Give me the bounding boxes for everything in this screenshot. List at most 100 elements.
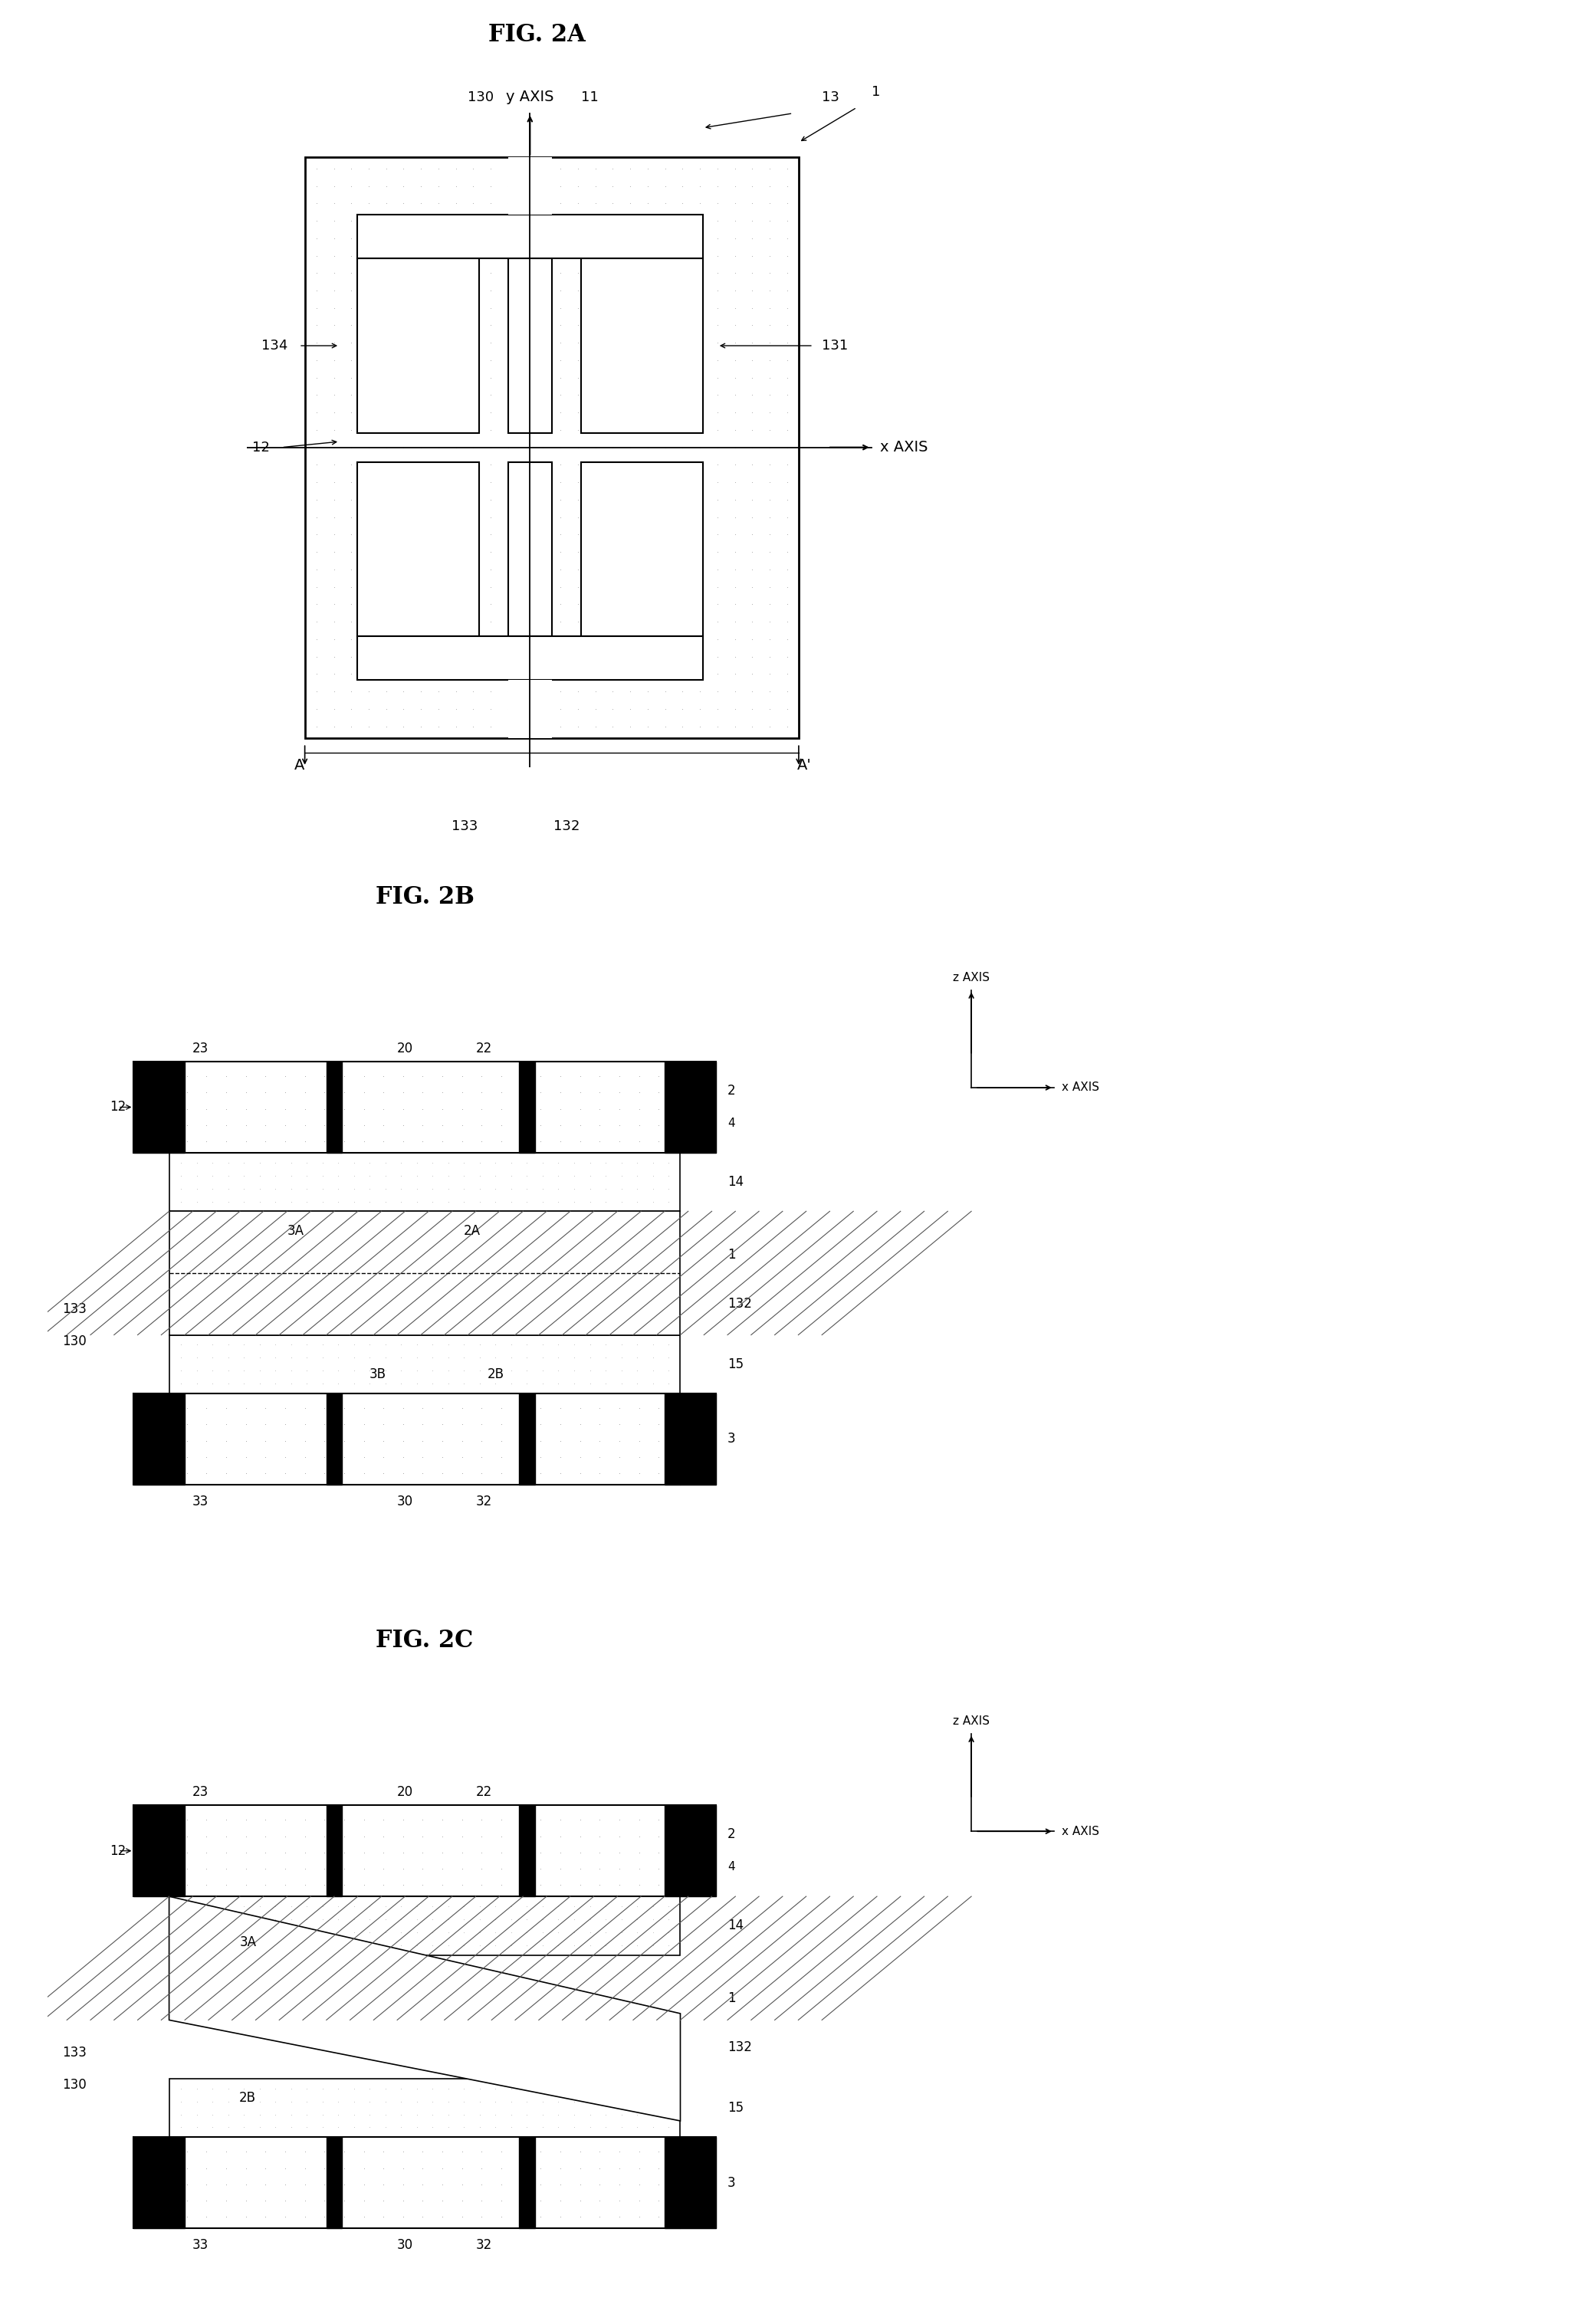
Point	[546, 1364, 571, 1401]
Point	[404, 2071, 429, 2108]
Point	[640, 1353, 665, 1390]
Point	[529, 1422, 554, 1459]
Point	[547, 1422, 573, 1459]
Point	[568, 1817, 593, 1855]
Point	[739, 325, 764, 363]
Point	[310, 1353, 335, 1390]
Point	[338, 428, 363, 465]
Point	[426, 535, 451, 572]
Point	[635, 465, 661, 502]
Point	[618, 272, 643, 309]
Point	[420, 1353, 445, 1390]
Point	[310, 1183, 335, 1220]
Text: 134: 134	[261, 339, 288, 353]
Point	[469, 1439, 494, 1476]
Point	[593, 1339, 618, 1376]
Point	[293, 1455, 318, 1492]
Point	[478, 393, 503, 432]
Point	[135, 1439, 160, 1476]
Point	[607, 2150, 632, 2187]
Point	[687, 535, 713, 572]
Point	[640, 1887, 665, 1924]
Point	[568, 2150, 593, 2187]
Point	[478, 500, 503, 537]
Point	[565, 151, 590, 188]
Point	[231, 1339, 256, 1376]
Point	[635, 446, 661, 483]
Point	[483, 2108, 508, 2145]
Point	[392, 202, 417, 239]
Point	[607, 1090, 632, 1127]
Point	[607, 2182, 632, 2219]
Text: z AXIS: z AXIS	[953, 971, 989, 983]
Point	[451, 2096, 477, 2133]
Point	[739, 602, 764, 639]
Point	[409, 465, 434, 502]
Point	[214, 1074, 239, 1111]
Point	[739, 237, 764, 274]
Point	[332, 1422, 357, 1459]
Point	[389, 1327, 414, 1364]
Point	[483, 1339, 508, 1376]
Point	[607, 1390, 632, 1427]
Point	[420, 1339, 445, 1376]
Point	[294, 1887, 319, 1924]
Point	[774, 428, 799, 465]
Point	[278, 2096, 304, 2133]
Point	[444, 342, 469, 379]
Point	[390, 2166, 415, 2203]
Point	[355, 569, 381, 607]
Point	[310, 2108, 335, 2145]
Point	[530, 325, 555, 363]
Point	[272, 1406, 297, 1443]
Point	[547, 272, 573, 309]
Point	[601, 186, 626, 223]
Point	[722, 586, 747, 623]
Point	[489, 2150, 514, 2187]
Bar	[664, 1394, 680, 1485]
Point	[587, 1057, 612, 1095]
Point	[577, 2082, 602, 2119]
Point	[489, 1455, 514, 1492]
Point	[184, 2071, 209, 2108]
Point	[626, 1074, 651, 1111]
Point	[624, 1327, 650, 1364]
Point	[373, 237, 398, 274]
Point	[278, 1327, 304, 1364]
Point	[656, 1364, 681, 1401]
Point	[529, 2166, 554, 2203]
Point	[757, 325, 782, 363]
Point	[499, 2096, 524, 2133]
Point	[565, 446, 590, 483]
Point	[390, 1866, 415, 1903]
Point	[355, 288, 381, 325]
Point	[489, 1090, 514, 1127]
Point	[371, 1817, 396, 1855]
Point	[233, 1406, 258, 1443]
Point	[338, 551, 363, 588]
Point	[647, 1455, 672, 1492]
Point	[373, 342, 398, 379]
Point	[626, 1801, 651, 1838]
Point	[547, 288, 573, 325]
Point	[373, 376, 398, 414]
Point	[373, 2096, 398, 2133]
Point	[624, 1364, 650, 1401]
Point	[635, 535, 661, 572]
Point	[294, 1183, 319, 1220]
Point	[601, 393, 626, 432]
Point	[665, 1834, 691, 1871]
Point	[640, 1364, 665, 1401]
Point	[530, 481, 555, 518]
Point	[253, 2133, 278, 2171]
Point	[495, 186, 521, 223]
Point	[338, 393, 363, 432]
Point	[670, 516, 695, 553]
Point	[609, 1143, 634, 1181]
Point	[411, 1817, 436, 1855]
Point	[355, 411, 381, 449]
Point	[390, 1406, 415, 1443]
Point	[341, 1143, 367, 1181]
Point	[469, 1834, 494, 1871]
Point	[547, 674, 573, 711]
